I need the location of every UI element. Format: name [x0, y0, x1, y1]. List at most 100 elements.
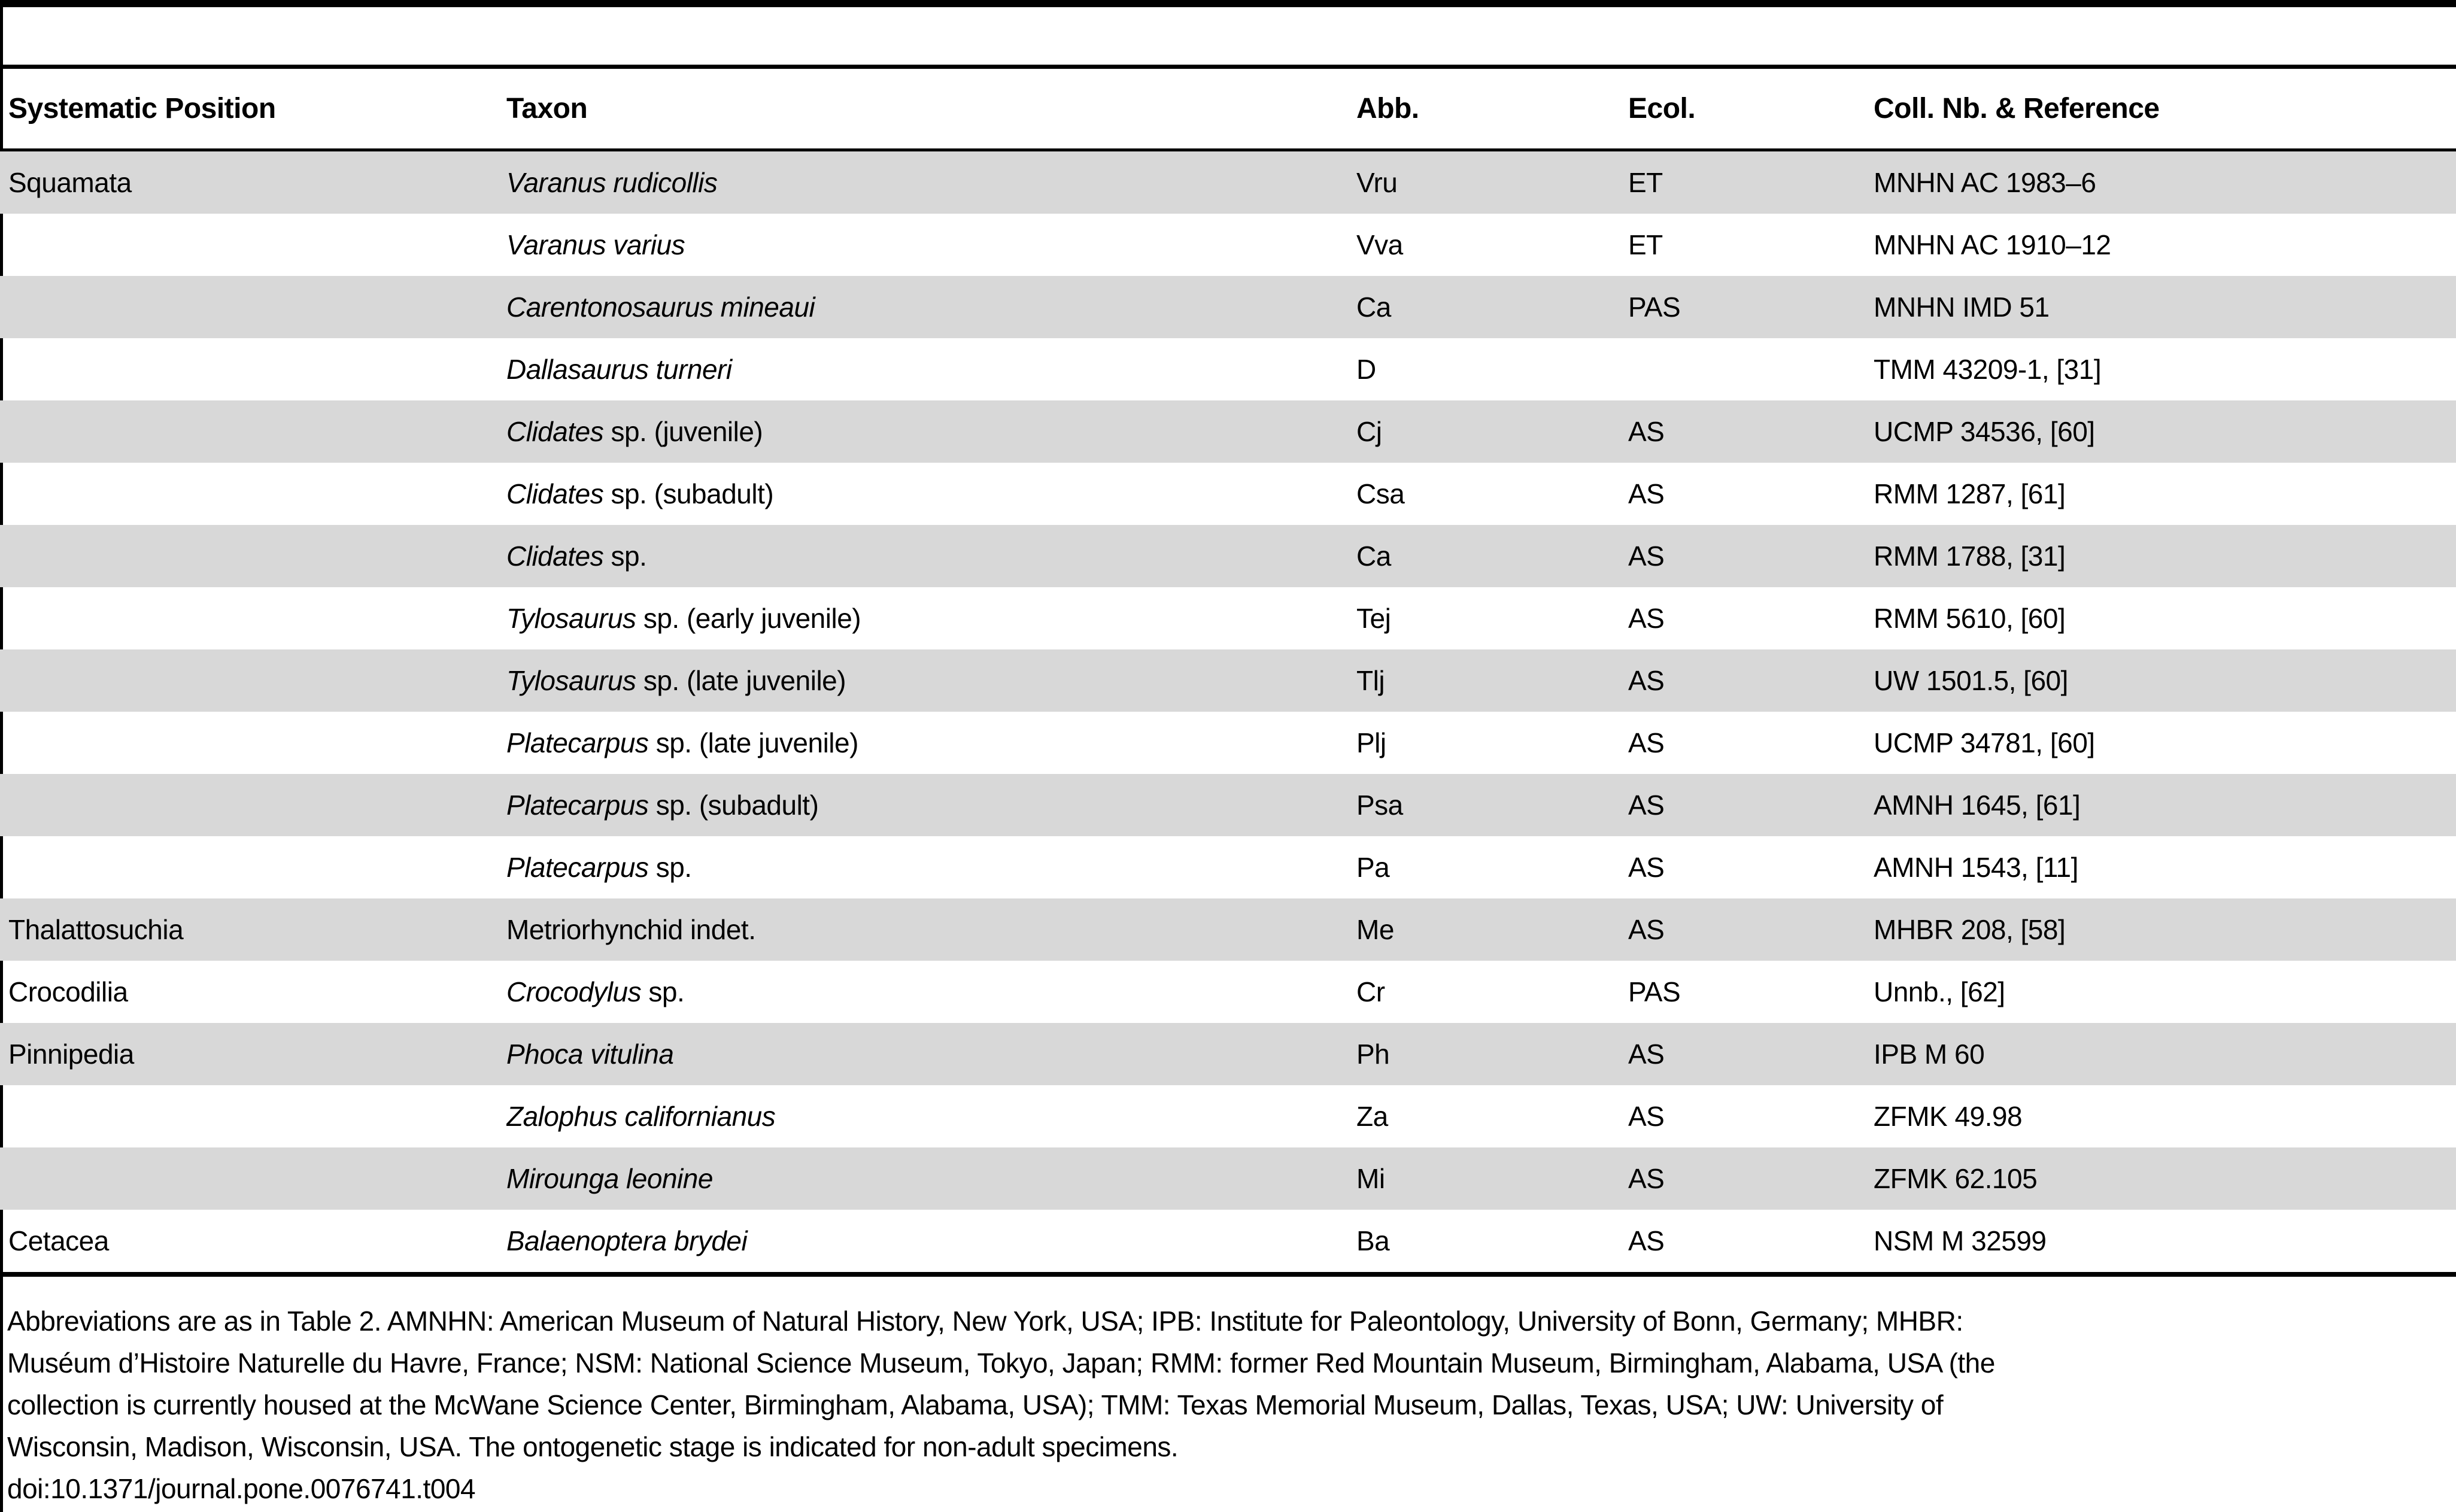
table-row: Cetacea Balaenoptera brydei Ba AS NSM M 3259… — [0, 1210, 2456, 1272]
cell-taxon: Zalophus californianus — [506, 1100, 1356, 1133]
table-row: Pinnipedia Phoca vitulina Ph AS IPB M 60 — [0, 1023, 2456, 1085]
footnote-line: Wisconsin, Madison, Wisconsin, USA. The … — [7, 1431, 1179, 1462]
table-row: Mirounga leonine Mi AS ZFMK 62.105 — [0, 1147, 2456, 1210]
cell-taxon: Balaenoptera brydei — [506, 1225, 1356, 1257]
table-row: Zalophus californianus Za AS ZFMK 49.98 — [0, 1085, 2456, 1147]
cell-taxon: Metriorhynchid indet. — [506, 913, 1356, 946]
top-black-bar — [0, 0, 2456, 7]
cell-abbreviation: Psa — [1356, 790, 1403, 821]
taxon-roman-qualifier: sp. — [603, 541, 647, 572]
cell-taxon: Varanus varius — [506, 229, 1356, 261]
cell-taxon: Dallasaurus turneri — [506, 353, 1356, 385]
cell-abbreviation: Vru — [1356, 167, 1398, 198]
cell-collection-reference: ZFMK 49.98 — [1874, 1101, 2023, 1132]
table-row: Thalattosuchia Metriorhynchid indet. Me AS M… — [0, 898, 2456, 961]
taxon-italic-name: Clidates — [506, 541, 604, 572]
cell-ecology: AS — [1628, 1039, 1665, 1070]
cell-collection-reference: AMNH 1543, [11] — [1874, 852, 2078, 883]
cell-ecology: PAS — [1628, 292, 1681, 323]
cell-abbreviation: Me — [1356, 914, 1394, 945]
cell-ecology: AS — [1628, 541, 1665, 572]
taxon-roman-qualifier: sp. (subadult) — [603, 478, 774, 509]
cell-abbreviation: Ph — [1356, 1039, 1390, 1070]
footnote-line: Muséum d’Histoire Naturelle du Havre, Fr… — [7, 1347, 1995, 1379]
cell-taxon: Varanus rudicollis — [506, 166, 1356, 199]
cell-abbreviation: Ca — [1356, 292, 1391, 323]
table-body: Squamata Varanus rudicollis Vru ET MNHN AC 1… — [0, 151, 2456, 1272]
doi-line: doi:10.1371/journal.pone.0076741.t004 — [7, 1473, 476, 1504]
taxon-italic-name: Tylosaurus — [506, 603, 636, 634]
cell-systematic-position: Squamata — [8, 167, 132, 198]
taxon-italic-name: Clidates — [506, 478, 604, 509]
table-header-row: Systematic Position Taxon Abb. Ecol. Col… — [0, 69, 2456, 148]
header-abb: Abb. — [1356, 93, 1419, 125]
taxon-italic-name: Dallasaurus turneri — [506, 354, 732, 385]
cell-collection-reference: UCMP 34536, [60] — [1874, 416, 2095, 447]
table-row: Varanus varius Vva ET MNHN AC 1910–12 — [0, 214, 2456, 276]
table-top-rule — [0, 65, 2456, 69]
cell-abbreviation: Csa — [1356, 478, 1405, 509]
cell-ecology: AS — [1628, 1225, 1665, 1256]
left-border-line — [0, 0, 3, 1512]
cell-abbreviation: Cr — [1356, 976, 1385, 1007]
taxon-italic-name: Balaenoptera brydei — [506, 1225, 748, 1256]
cell-taxon: Platecarpus sp. — [506, 851, 1356, 883]
table-bottom-rule — [0, 1272, 2456, 1277]
cell-taxon: Platecarpus sp. (late juvenile) — [506, 727, 1356, 759]
taxon-italic-name: Crocodylus — [506, 976, 642, 1007]
header-coll-nb-reference: Coll. Nb. & Reference — [1874, 93, 2160, 125]
table-row: Platecarpus sp. (late juvenile) Plj AS UCMP… — [0, 712, 2456, 774]
cell-systematic-position: Cetacea — [8, 1225, 109, 1256]
cell-collection-reference: Unnb., [62] — [1874, 976, 2005, 1007]
cell-abbreviation: Ca — [1356, 541, 1391, 572]
cell-abbreviation: Pa — [1356, 852, 1390, 883]
cell-abbreviation: Tlj — [1356, 665, 1385, 696]
taxon-italic-name: Tylosaurus — [506, 665, 636, 696]
taxon-roman-qualifier: Metriorhynchid indet. — [506, 914, 756, 945]
table-row: Platecarpus sp. (subadult) Psa AS AMNH 1645… — [0, 774, 2456, 836]
cell-collection-reference: MNHN IMD 51 — [1874, 292, 2050, 323]
cell-abbreviation: Mi — [1356, 1163, 1385, 1194]
cell-ecology: AS — [1628, 914, 1665, 945]
cell-taxon: Clidates sp. (juvenile) — [506, 415, 1356, 448]
table-row: Platecarpus sp. Pa AS AMNH 1543, [11] — [0, 836, 2456, 898]
cell-systematic-position: Crocodilia — [8, 976, 128, 1007]
cell-taxon: Clidates sp. (subadult) — [506, 478, 1356, 510]
cell-collection-reference: AMNH 1645, [61] — [1874, 790, 2081, 821]
header-taxon: Taxon — [506, 93, 588, 125]
footnote-line: collection is currently housed at the Mc… — [7, 1389, 1944, 1420]
cell-ecology: AS — [1628, 665, 1665, 696]
taxon-roman-qualifier: sp. (late juvenile) — [636, 665, 846, 696]
cell-ecology: AS — [1628, 416, 1665, 447]
cell-abbreviation: Ba — [1356, 1225, 1390, 1256]
cell-collection-reference: UCMP 34781, [60] — [1874, 727, 2095, 758]
cell-taxon: Tylosaurus sp. (early juvenile) — [506, 602, 1356, 634]
cell-ecology: ET — [1628, 167, 1663, 198]
table-row: Clidates sp. (subadult) Csa AS RMM 1287, [6… — [0, 463, 2456, 525]
cell-collection-reference: RMM 1788, [31] — [1874, 541, 2066, 572]
cell-abbreviation: Za — [1356, 1101, 1388, 1132]
cell-abbreviation: Vva — [1356, 229, 1403, 260]
taxon-roman-qualifier: sp. — [648, 852, 692, 883]
footnote-line: Abbreviations are as in Table 2. AMNHN: … — [7, 1305, 1963, 1337]
header-bottom-rule — [0, 148, 2456, 151]
table-row: Clidates sp. (juvenile) Cj AS UCMP 34536, [… — [0, 400, 2456, 463]
cell-collection-reference: RMM 5610, [60] — [1874, 603, 2066, 634]
cell-collection-reference: MNHN AC 1983–6 — [1874, 167, 2096, 198]
cell-taxon: Tylosaurus sp. (late juvenile) — [506, 664, 1356, 697]
cell-abbreviation: Plj — [1356, 727, 1386, 758]
cell-ecology: AS — [1628, 1101, 1665, 1132]
taxon-italic-name: Zalophus californianus — [506, 1101, 776, 1132]
taxon-italic-name: Carentonosaurus mineaui — [506, 292, 815, 323]
taxon-roman-qualifier: sp. (late juvenile) — [648, 727, 859, 758]
cell-abbreviation: D — [1356, 354, 1376, 385]
taxon-roman-qualifier: sp. (juvenile) — [603, 416, 763, 447]
cell-collection-reference: TMM 43209-1, [31] — [1874, 354, 2102, 385]
cell-collection-reference: NSM M 32599 — [1874, 1225, 2047, 1256]
taxon-italic-name: Phoca vitulina — [506, 1039, 674, 1070]
taxon-italic-name: Platecarpus — [506, 790, 649, 821]
taxon-italic-name: Mirounga leonine — [506, 1163, 713, 1194]
cell-ecology: AS — [1628, 478, 1665, 509]
cell-collection-reference: UW 1501.5, [60] — [1874, 665, 2068, 696]
table-row: Clidates sp. Ca AS RMM 1788, [31] — [0, 525, 2456, 587]
